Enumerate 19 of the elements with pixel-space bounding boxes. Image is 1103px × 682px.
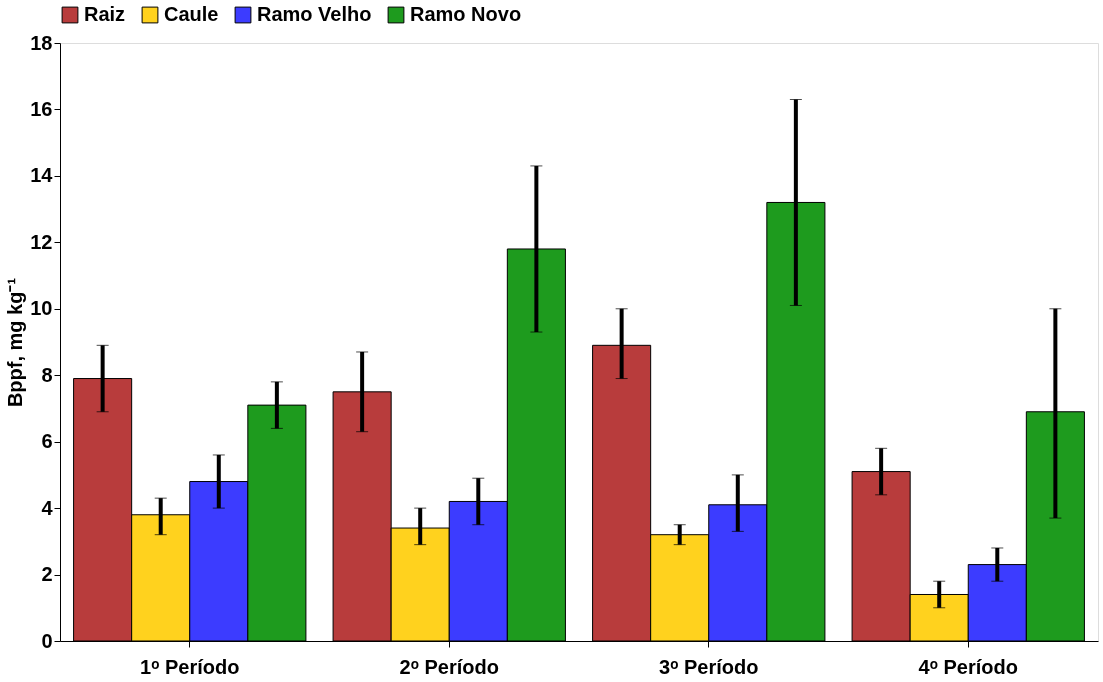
y-axis-title: Bppf, mg kg⁻¹ [4,277,27,408]
y-tick-label: 18 [30,31,53,54]
y-tick-label: 6 [41,430,53,453]
x-tick-label: 3ᵒ Período [659,655,759,678]
legend-label: Raiz [84,3,126,25]
x-tick-label: 2ᵒ Período [399,655,499,678]
legend-label: Ramo Novo [410,3,522,25]
y-tick-label: 8 [41,363,53,386]
legend-label: Ramo Velho [257,3,372,25]
y-tick-label: 10 [30,297,53,320]
y-tick-label: 16 [30,97,53,120]
x-tick-label: 4ᵒ Período [918,655,1018,678]
x-tick-label: 1ᵒ Período [140,655,240,678]
y-tick-label: 12 [30,230,53,253]
y-tick-label: 2 [41,563,53,586]
y-tick-label: 0 [41,629,53,652]
y-tick-label: 4 [41,496,54,519]
legend-label: Caule [164,3,219,25]
y-tick-label: 14 [30,164,54,187]
